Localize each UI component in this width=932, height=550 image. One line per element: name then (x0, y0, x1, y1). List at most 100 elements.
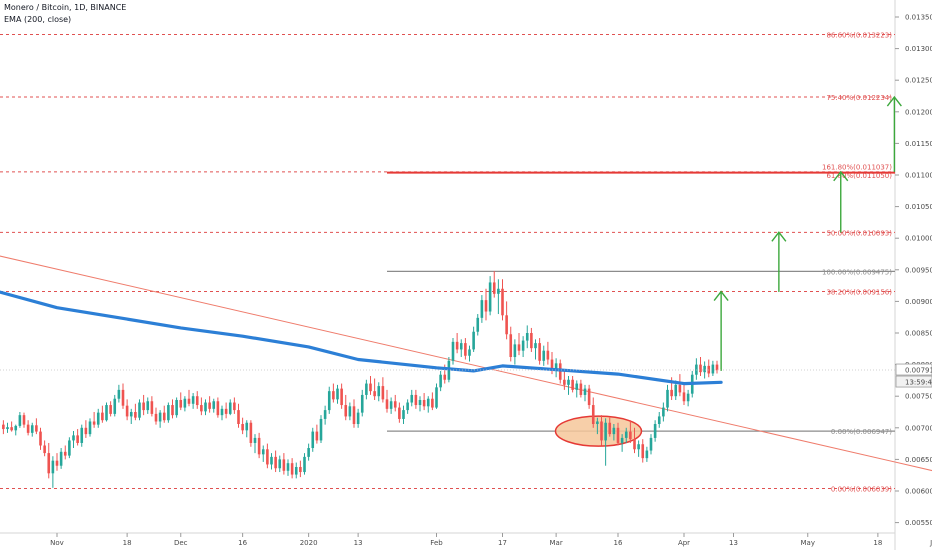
candle-body (167, 405, 170, 421)
candle (439, 370, 442, 392)
candle (426, 396, 430, 413)
candle-body (307, 448, 310, 457)
time-tick-label: 13 (354, 539, 363, 547)
candle-body (315, 431, 319, 441)
candle (253, 434, 257, 454)
candle (521, 336, 525, 358)
candle (657, 412, 661, 428)
candle-body (418, 399, 422, 406)
candle (129, 408, 133, 425)
candle (501, 279, 504, 321)
candle (534, 339, 537, 360)
time-axis[interactable]: Nov18Dec16202013Feb17Mar16Apr13May18Jun1… (50, 533, 932, 547)
candle (707, 359, 711, 378)
candle (183, 396, 187, 412)
candle-body (175, 399, 178, 416)
candle-body (39, 431, 42, 446)
candle-body (88, 421, 92, 435)
candle-body (323, 410, 327, 419)
candle (596, 417, 599, 435)
candle-body (216, 401, 220, 416)
candle (208, 396, 211, 413)
highlight-zone-layer (554, 415, 643, 447)
candle (76, 429, 79, 446)
candle-body (488, 282, 492, 312)
candle-body (270, 456, 273, 465)
candle-body (294, 466, 298, 475)
candle (488, 276, 492, 316)
candle (39, 427, 42, 450)
candle (113, 394, 117, 417)
candle-body (443, 374, 447, 380)
candle-body (352, 406, 356, 425)
candle-body (76, 435, 79, 443)
indicator-legend[interactable]: EMA (200, close) (4, 15, 72, 24)
candle-body (68, 440, 71, 456)
candle (80, 424, 84, 447)
candle-body (612, 427, 616, 435)
candle-body (282, 459, 286, 471)
candle (587, 384, 591, 409)
candle-body (596, 421, 599, 425)
candle-body (521, 340, 525, 351)
candle-body (43, 445, 46, 454)
candle-body (72, 435, 75, 441)
candle (715, 360, 719, 374)
target-arrow-head (886, 95, 902, 107)
candle (43, 440, 46, 457)
candle-body (492, 282, 496, 294)
candle (377, 382, 381, 402)
candle (224, 402, 228, 419)
candle-body (604, 422, 607, 441)
candle (497, 279, 500, 315)
last-price-box (895, 363, 932, 376)
candle-body (158, 412, 162, 422)
candle (88, 418, 92, 437)
candle-body (35, 425, 38, 432)
candle-body (195, 396, 199, 406)
candle-body (505, 315, 508, 335)
candle (517, 333, 521, 356)
candle (311, 427, 315, 452)
candle-body (22, 415, 26, 425)
symbol-title[interactable]: Monero / Bitcoin, 1D, BINANCE (4, 3, 127, 12)
candle (637, 440, 640, 457)
candle-body (117, 389, 121, 399)
candle-body (464, 343, 467, 356)
candle-body (228, 402, 232, 414)
candle (220, 405, 224, 421)
candle-body (501, 288, 504, 316)
candle-body (439, 374, 442, 388)
candle (274, 450, 277, 473)
candle-body (274, 456, 277, 469)
candle (629, 420, 632, 443)
candle (319, 415, 323, 443)
candle-body (381, 386, 385, 400)
candle-body (554, 363, 558, 370)
candle-body (435, 387, 438, 408)
candle-body (154, 413, 158, 422)
candle (142, 394, 145, 416)
candle (480, 295, 484, 323)
candle (68, 437, 71, 459)
candle-body (608, 422, 612, 435)
candle (315, 424, 319, 444)
candle (451, 338, 455, 365)
candle-body (377, 386, 381, 397)
candle-body (546, 350, 550, 360)
candle-body (233, 402, 236, 411)
candle-body (303, 456, 306, 473)
candle-body (47, 453, 51, 474)
time-tick-label: Apr (678, 539, 690, 547)
target-arrow-head (713, 290, 729, 301)
candle (703, 361, 706, 379)
time-tick-label: Mar (550, 539, 563, 547)
candle (200, 397, 203, 416)
candle-body (484, 300, 488, 312)
